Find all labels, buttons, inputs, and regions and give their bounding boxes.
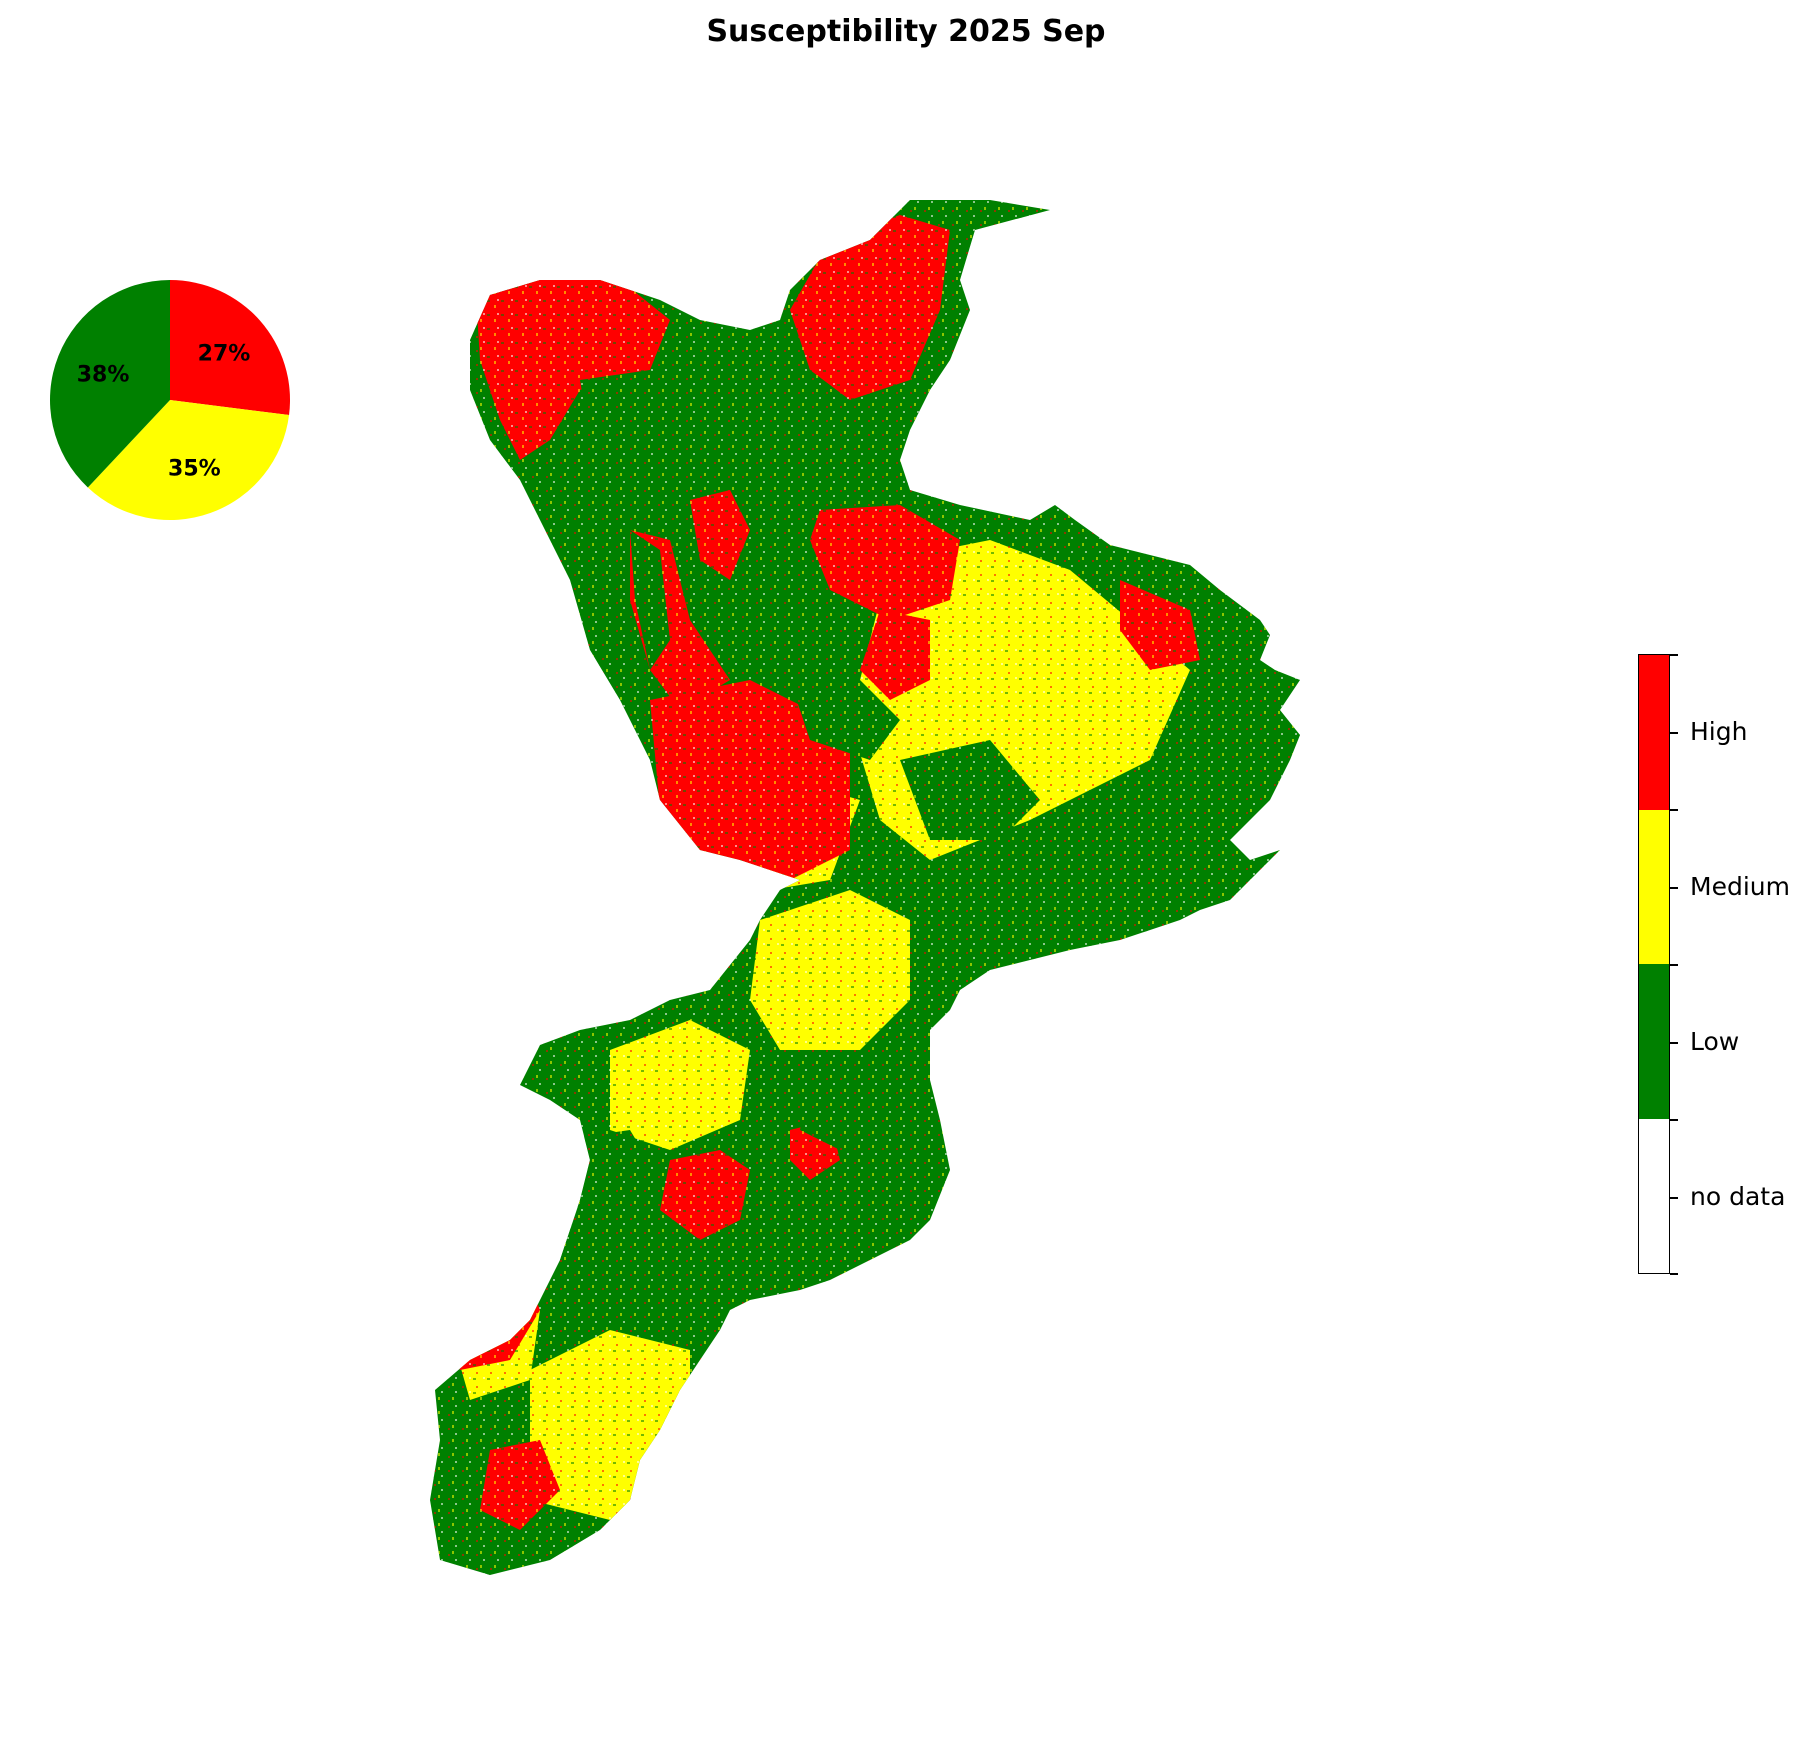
colorbar-tick [1670,1273,1678,1275]
colorbar-segment-low [1639,964,1669,1119]
pie-slice-low [49,280,170,488]
colorbar-label-medium: Medium [1690,872,1790,901]
pie-slice-medium [87,400,290,521]
pie-label-low: 38% [77,362,130,387]
colorbar-tick [1670,654,1678,656]
colorbar-label-low: Low [1690,1027,1740,1056]
colorbar-tick [1670,887,1678,889]
colorbar-tick [1670,1197,1678,1199]
colorbar-segment-medium [1639,809,1669,964]
colorbar-segment-high [1639,655,1669,810]
susceptibility-map [430,200,1300,1575]
colorbar-tick [1670,732,1678,734]
colorbar-tick [1670,964,1678,966]
pie-slice-high [170,280,290,416]
pie-label-medium: 35% [168,457,221,482]
susceptibility-pie-chart: 27% 35% 38% [49,280,290,521]
map-title: Susceptibility 2025 Sep [706,14,1106,49]
colorbar-tick [1670,1119,1678,1121]
legend-colorbar [1638,654,1670,1274]
colorbar-label-high: High [1690,717,1748,746]
pie-label-high: 27% [198,341,251,366]
colorbar-segment-nodata [1639,1118,1669,1273]
colorbar-label-nodata: no data [1690,1182,1786,1211]
colorbar-tick [1670,1042,1678,1044]
colorbar-tick [1670,809,1678,811]
